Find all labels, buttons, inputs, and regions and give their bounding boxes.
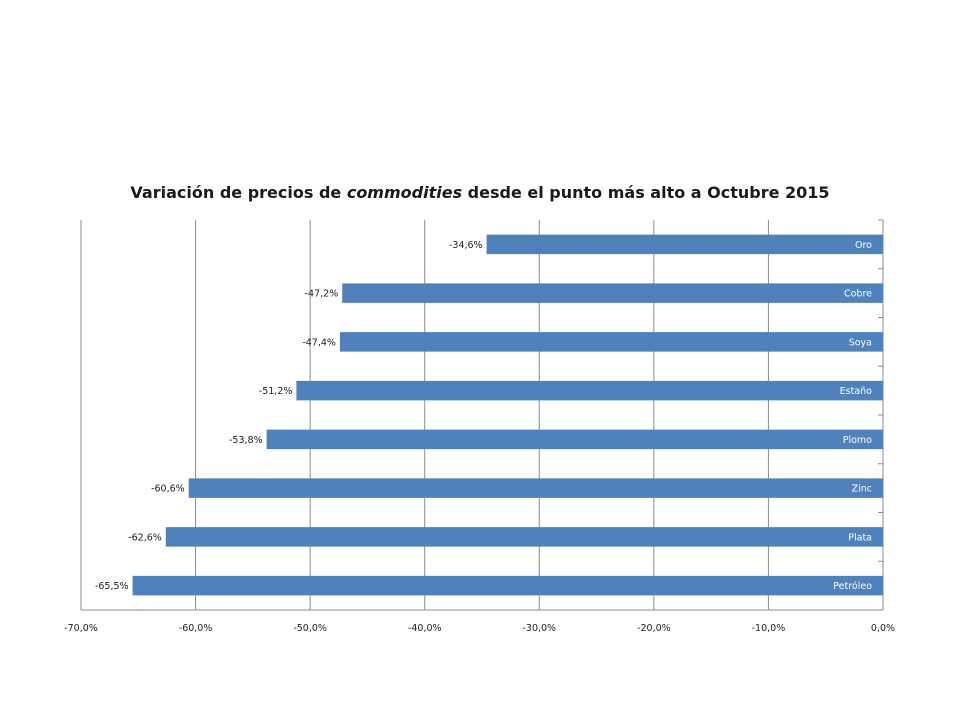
x-tick-label: -30,0% [522,623,556,634]
category-label: Estaño [840,386,873,397]
bar [296,380,883,401]
x-tick-label: 0,0% [871,623,895,634]
chart-title: Variación de precios de commodities desd… [0,183,960,202]
bar [266,429,883,450]
x-tick-label: -70,0% [64,623,98,634]
category-label: Plata [848,532,872,543]
category-label: Soya [849,337,872,348]
data-label: -60,6% [151,484,185,495]
category-label: Cobre [844,289,872,300]
x-axis-tick-labels: -70,0% -60,0% -50,0% -40,0% -30,0% -20,0% -10,… [64,623,895,634]
bar [342,283,883,303]
bars: -34,6% Oro -47,2% Cobre -47,4% Soya -51,2% Esta… [95,234,884,596]
chart-title-part-2: commodities [346,183,463,202]
category-label: Plomo [843,435,872,446]
x-tick-label: -50,0% [293,623,327,634]
chart-title-part-1: Variación de precios de [130,183,347,202]
chart-title-part-3: desde el punto más alto a Octubre 2015 [462,183,830,202]
x-tick-label: -10,0% [752,623,786,634]
x-tick-label: -20,0% [637,623,671,634]
bar [188,478,883,498]
data-label: -62,6% [128,532,162,543]
data-label: -47,4% [302,337,336,348]
data-label: -51,2% [259,386,293,397]
gridlines [80,220,769,610]
data-label: -65,5% [95,581,129,592]
data-label: -34,6% [449,240,483,251]
y-axis [81,219,884,611]
category-label: Petróleo [833,581,872,592]
category-label: Zinc [852,484,872,495]
bar [132,575,884,596]
bar [165,527,884,547]
x-tick-label: -40,0% [408,623,442,634]
bar [339,332,884,352]
bar [486,234,883,255]
category-label: Oro [855,240,872,251]
data-label: -53,8% [229,435,263,446]
x-tick-label: -60,0% [179,623,213,634]
data-label: -47,2% [305,289,339,300]
